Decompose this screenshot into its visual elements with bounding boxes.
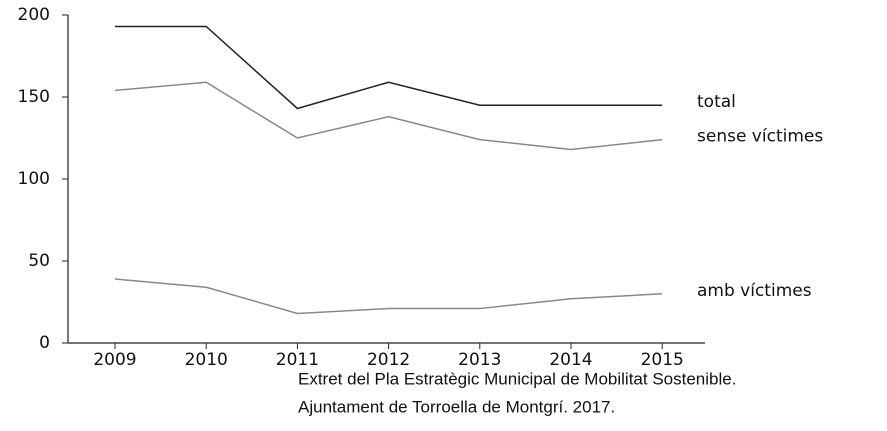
y-tick-label: 200 bbox=[18, 5, 50, 25]
x-tick-label: 2009 bbox=[93, 350, 136, 370]
series-label: sense víctimes bbox=[697, 127, 823, 147]
y-tick-label: 0 bbox=[39, 333, 50, 353]
y-tick-label: 50 bbox=[28, 251, 50, 271]
x-tick-label: 2010 bbox=[185, 350, 228, 370]
series-line bbox=[114, 278, 663, 315]
x-tick-label: 2013 bbox=[458, 350, 501, 370]
series-label: amb víctimes bbox=[697, 281, 812, 301]
y-tick-label: 150 bbox=[18, 87, 50, 107]
series-line bbox=[115, 25, 663, 110]
series-label: total bbox=[697, 92, 736, 112]
x-tick-label: 2012 bbox=[367, 350, 410, 370]
y-tick-label: 100 bbox=[18, 169, 50, 189]
source-line: Extret del Pla Estratègic Municipal de M… bbox=[298, 369, 736, 388]
source-line: Ajuntament de Torroella de Montgrí. 2017… bbox=[298, 397, 615, 416]
x-tick-label: 2015 bbox=[641, 350, 684, 370]
x-tick-label: 2011 bbox=[276, 350, 319, 370]
series-line bbox=[114, 81, 663, 151]
x-tick-label: 2014 bbox=[549, 350, 592, 370]
